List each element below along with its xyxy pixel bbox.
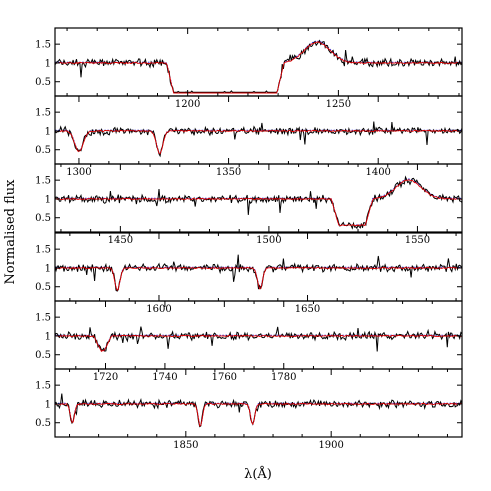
model-red-line: [55, 334, 463, 352]
y-tick-label: 1: [45, 58, 51, 69]
model-blue-line: [55, 402, 462, 427]
x-tick-label: 1760: [212, 372, 237, 383]
panel-5: 0.5 1 1.5 1720 1740 1760 1780: [35, 300, 463, 383]
model-red-line: [54, 41, 463, 94]
x-tick-label: 1200: [175, 99, 200, 110]
panel-1: 0.5 1 1.5 1200 1250: [35, 27, 463, 110]
x-tick-label: 1720: [93, 372, 118, 383]
y-tick-label: 0.5: [35, 213, 51, 224]
y-tick-label: 0.5: [35, 77, 51, 88]
y-tick-label: 0.5: [35, 350, 51, 361]
y-tick-label: 1.5: [35, 313, 51, 324]
x-tick-label: 1600: [146, 304, 171, 315]
x-tick-label: 1350: [216, 167, 241, 178]
model-red-line: [54, 129, 463, 155]
spectrum-panels: 0.5 1 1.5 1200 1250 0.5 1 1.5 1300 1350 1400 0.5 1 1.…: [35, 27, 463, 451]
panel-frame: [54, 368, 463, 438]
observed-spectrum-line: [54, 121, 463, 158]
model-red-line: [54, 179, 463, 227]
y-tick-label: 1: [45, 126, 51, 137]
y-tick-label: 1.5: [35, 108, 51, 119]
x-tick-label: 1250: [326, 99, 351, 110]
y-tick-label: 0.5: [35, 282, 51, 293]
panel-3: 0.5 1 1.5 1450 1500 1550: [35, 163, 463, 246]
y-tick-label: 0.5: [35, 145, 51, 156]
x-tick-label: 1400: [365, 167, 390, 178]
y-tick-label: 1.5: [35, 245, 51, 256]
x-tick-label: 1900: [318, 440, 343, 451]
observed-spectrum-line: [54, 39, 463, 93]
panel-frame: [54, 163, 463, 233]
y-tick-label: 0.5: [35, 418, 51, 429]
model-blue-line: [55, 40, 462, 94]
x-tick-label: 1450: [108, 235, 133, 246]
panel-6: 0.5 1 1.5 1850 1900: [35, 368, 463, 451]
x-tick-label: 1740: [152, 372, 177, 383]
observed-spectrum-line: [54, 393, 463, 428]
y-tick-label: 1.5: [35, 176, 51, 187]
x-tick-label: 1780: [271, 372, 296, 383]
panel-4: 0.5 1 1.5 1600 1650: [35, 232, 463, 315]
model-red-line: [54, 402, 462, 427]
x-tick-label: 1650: [295, 304, 320, 315]
y-axis-title: Normalised flux: [3, 179, 18, 285]
y-tick-label: 1.5: [35, 381, 51, 392]
panel-2: 0.5 1 1.5 1300 1350 1400: [35, 95, 463, 178]
observed-spectrum-line: [54, 326, 463, 352]
x-tick-label: 1550: [405, 235, 430, 246]
x-tick-label: 1300: [66, 167, 91, 178]
x-tick-label: 1850: [173, 440, 198, 451]
observed-spectrum-line: [54, 175, 463, 230]
x-axis-title: λ(Å): [244, 466, 272, 482]
y-tick-label: 1: [45, 263, 51, 274]
y-tick-label: 1: [45, 331, 51, 342]
model-red-line: [54, 266, 463, 292]
x-tick-label: 1500: [256, 235, 281, 246]
y-tick-label: 1.5: [35, 40, 51, 51]
y-tick-label: 1: [45, 399, 51, 410]
y-tick-label: 1: [45, 194, 51, 205]
